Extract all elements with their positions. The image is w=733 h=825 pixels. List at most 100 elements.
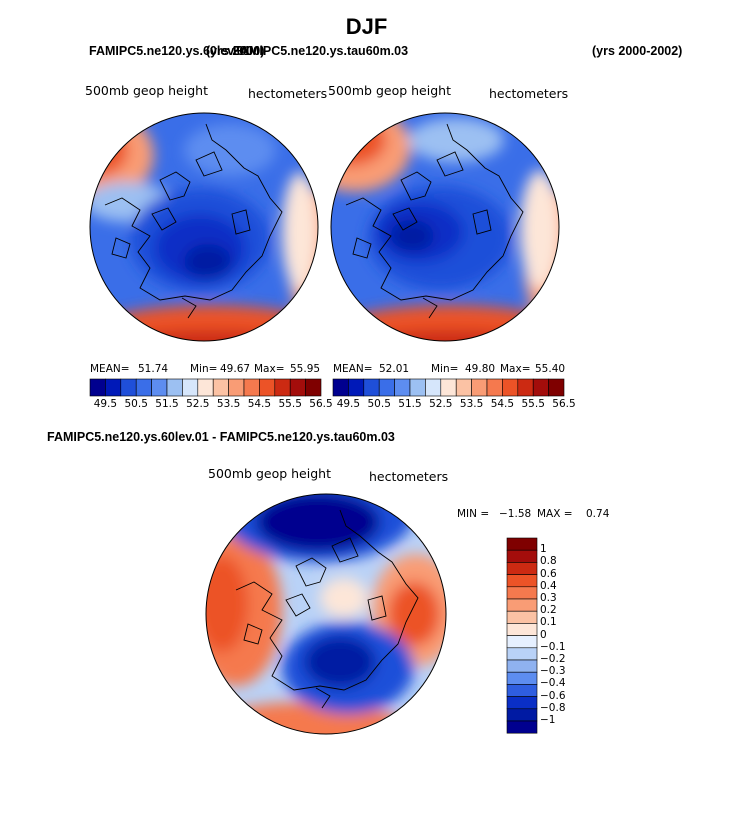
overlap-years-header: (yrs 2000) xyxy=(206,44,265,58)
left-colorbar-swatch xyxy=(166,378,183,397)
left-colorbar-swatch xyxy=(89,378,106,397)
difference-colorbar-swatch xyxy=(506,684,538,697)
right-colorbar-swatch xyxy=(548,378,565,397)
left-colorbar-swatch xyxy=(151,378,168,397)
difference-colorbar-swatch xyxy=(506,659,538,673)
right-min-value: 49.80 xyxy=(465,363,496,375)
right-units-label: hectometers xyxy=(489,86,569,101)
diff-hot-east xyxy=(388,582,440,646)
left-colorbar-swatch xyxy=(212,378,229,397)
left-colorbar-swatch xyxy=(289,378,306,397)
main-title: DJF xyxy=(345,14,388,39)
difference-colorbar-tick: −0.2 xyxy=(540,653,566,665)
diff-map-border xyxy=(205,493,447,735)
difference-colorbar-tick: 0.1 xyxy=(540,616,557,629)
left-polar-map xyxy=(89,112,319,342)
right-hot-south xyxy=(331,330,559,341)
left-colorbar-tick: 51.5 xyxy=(155,398,179,410)
left-white-east xyxy=(282,172,318,292)
left-warm-south xyxy=(90,305,318,341)
difference-colorbar-swatch xyxy=(506,586,538,600)
left-colorbar-swatch xyxy=(182,378,199,397)
left-max-value: 55.95 xyxy=(290,363,321,375)
right-colorbar-swatch xyxy=(471,378,488,397)
difference-colorbar-tick: −0.4 xyxy=(540,677,566,690)
diff-hot-west xyxy=(206,556,248,652)
right-colorbar-swatch xyxy=(348,378,365,397)
right-colorbar xyxy=(332,378,565,397)
right-colorbar-swatch xyxy=(425,378,442,397)
left-colorbar-tick: 50.5 xyxy=(124,398,148,410)
left-colorbar-swatch xyxy=(120,378,137,397)
right-core-blue xyxy=(390,220,434,252)
right-mean-label: MEAN= xyxy=(333,363,373,375)
right-colorbar-swatch xyxy=(517,378,534,397)
years-header: (yrs 2000-2002) xyxy=(592,44,683,58)
diff-deep-north xyxy=(256,494,380,552)
right-coastlines xyxy=(345,123,524,319)
right-colorbar-swatch xyxy=(394,378,411,397)
right-map-border xyxy=(330,112,560,342)
diff-max-label: MAX = xyxy=(537,508,573,520)
left-model-header: FAMIPC5.ne120.ys.60lev.01 xyxy=(89,44,251,58)
left-blue-north xyxy=(184,124,276,176)
right-colorbar-tick: 50.5 xyxy=(367,398,391,410)
left-colorbar-tick: 54.5 xyxy=(247,398,272,410)
right-colorbar-tick: 55.5 xyxy=(521,398,545,410)
diff-white-center xyxy=(320,578,368,618)
right-colorbar-swatch xyxy=(502,378,519,397)
right-colorbar-swatch xyxy=(332,378,349,397)
difference-colorbar-tick: −0.6 xyxy=(540,689,566,702)
difference-colorbar-swatch xyxy=(506,537,538,551)
left-min-label: Min= xyxy=(190,363,218,375)
left-colorbar-tick: 55.5 xyxy=(278,398,302,410)
left-colorbar-swatch xyxy=(243,378,260,397)
difference-colorbar-swatch xyxy=(506,623,538,636)
diff-coastlines xyxy=(235,509,419,709)
diff-deep-south xyxy=(304,636,376,688)
difference-title: FAMIPC5.ne120.ys.60lev.01 - FAMIPC5.ne12… xyxy=(47,430,395,444)
left-variable-label: 500mb geop height xyxy=(85,83,208,98)
left-hot-south xyxy=(90,330,318,341)
difference-colorbar-swatch xyxy=(506,562,538,575)
right-colorbar-tick: 51.5 xyxy=(398,398,422,410)
left-min-value: 49.67 xyxy=(220,363,251,375)
diff-warm-south xyxy=(206,702,406,734)
difference-colorbar-swatch xyxy=(506,696,538,710)
right-colorbar-tick: 52.5 xyxy=(429,398,453,410)
right-colorbar-swatch xyxy=(378,378,395,397)
difference-colorbar-swatch xyxy=(506,671,538,685)
right-mean-value: 52.01 xyxy=(379,363,410,375)
difference-colorbar-tick: 0.3 xyxy=(540,592,557,604)
right-colorbar-swatch xyxy=(532,378,549,397)
difference-colorbar-swatch xyxy=(506,610,538,624)
diff-max-value: 0.74 xyxy=(586,508,610,520)
difference-colorbar-swatch xyxy=(506,720,538,734)
left-colorbar xyxy=(89,378,322,397)
right-max-value: 55.40 xyxy=(535,363,566,375)
right-light-north xyxy=(408,118,504,162)
difference-colorbar-tick: 1 xyxy=(540,543,547,556)
difference-colorbar-tick: 0 xyxy=(540,628,547,641)
difference-colorbar-swatch xyxy=(506,574,538,588)
right-min-label: Min= xyxy=(431,363,459,375)
difference-colorbar-swatch xyxy=(506,598,538,612)
left-colorbar-tick: 52.5 xyxy=(186,398,210,410)
difference-colorbar-tick: 0.2 xyxy=(540,604,557,617)
left-colorbar-swatch xyxy=(259,378,276,397)
left-colorbar-swatch xyxy=(197,378,214,397)
left-map-border xyxy=(89,112,319,342)
difference-colorbar-tick: −0.8 xyxy=(540,701,566,714)
right-warm-south xyxy=(331,305,559,341)
difference-colorbar-swatch xyxy=(506,647,538,661)
difference-colorbar-tick: 0.4 xyxy=(540,579,557,592)
difference-colorbar-tick: −0.1 xyxy=(540,640,566,653)
left-units-label: hectometers xyxy=(248,86,328,101)
right-variable-label: 500mb geop height xyxy=(328,83,451,98)
left-colorbar-swatch xyxy=(105,378,122,397)
left-colorbar-tick: 49.5 xyxy=(93,398,118,410)
right-colorbar-swatch xyxy=(363,378,380,397)
difference-colorbar-swatch xyxy=(506,708,538,722)
diff-variable-label: 500mb geop height xyxy=(208,466,331,481)
left-colorbar-swatch xyxy=(305,378,322,397)
